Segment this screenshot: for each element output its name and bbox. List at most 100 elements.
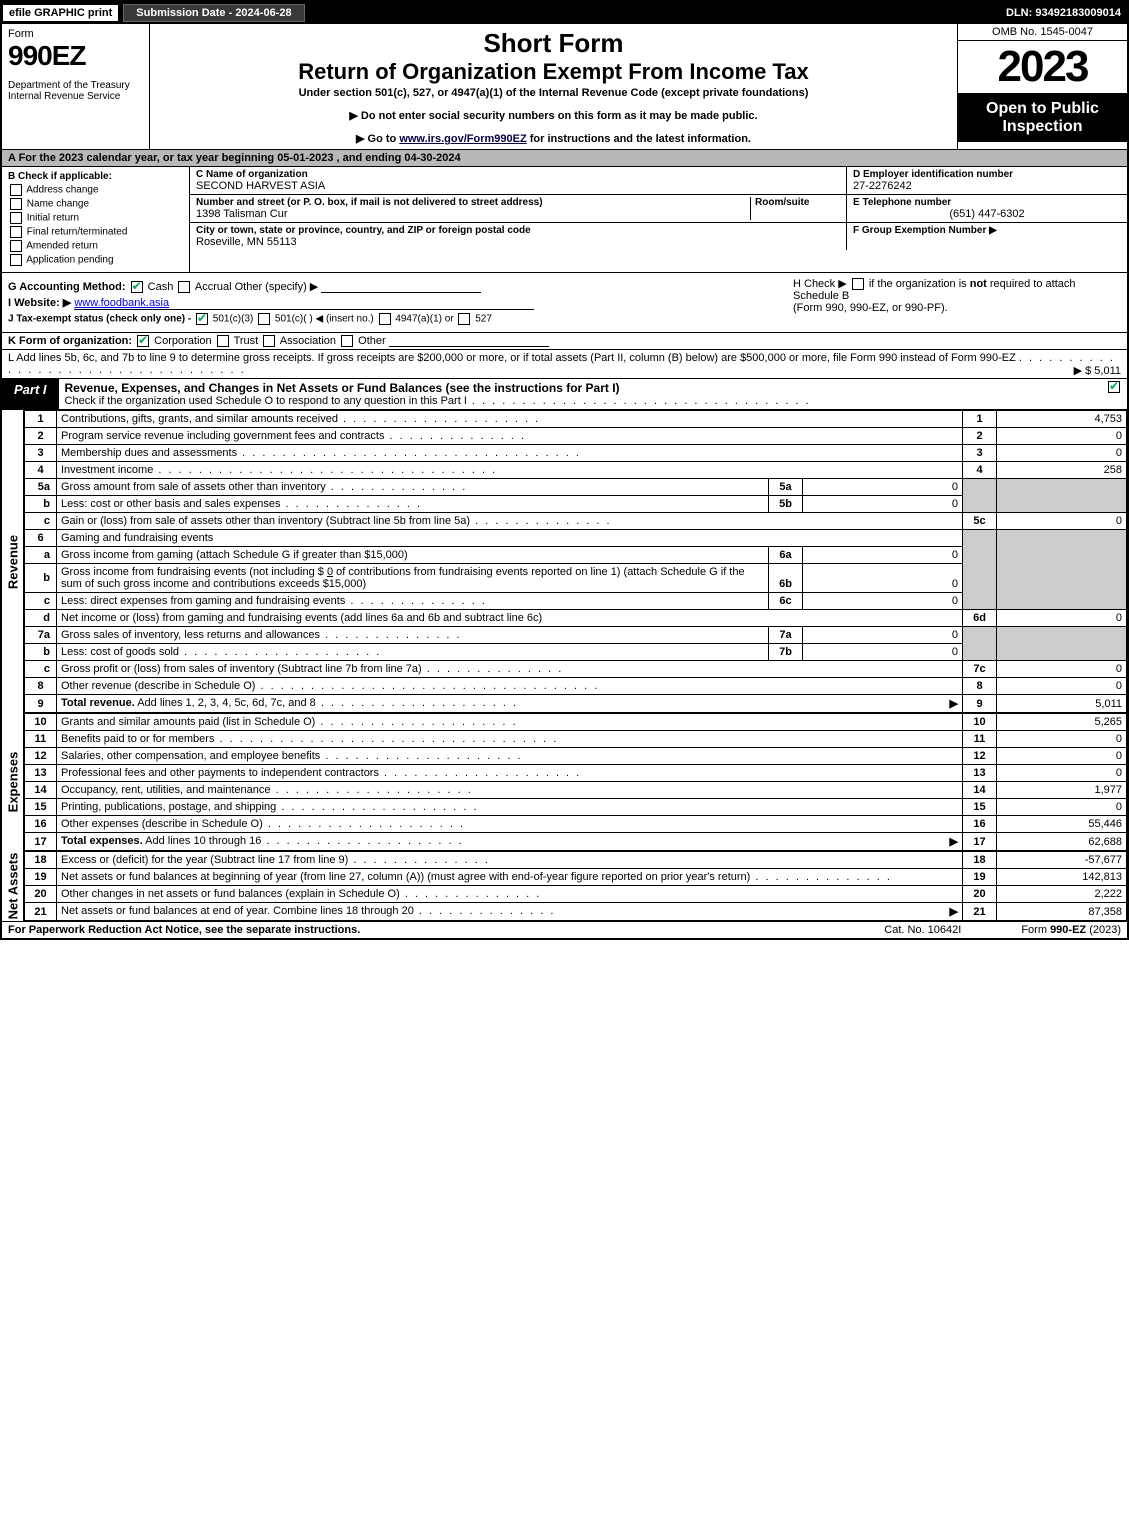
irs-link[interactable]: www.irs.gov/Form990EZ: [399, 133, 526, 145]
chk-corporation[interactable]: [137, 335, 149, 347]
j-501c3: 501(c)(3): [213, 314, 254, 325]
org-city: Roseville, MN 55113: [196, 236, 840, 248]
net-assets-side-label: Net Assets: [2, 851, 24, 921]
expenses-section: Expenses 10Grants and similar amounts pa…: [2, 713, 1127, 851]
chk-final-return[interactable]: Final return/terminated: [8, 226, 183, 238]
expenses-side-label: Expenses: [2, 713, 24, 851]
f-group-cell: F Group Exemption Number ▶: [847, 223, 1127, 238]
j-label: J Tax-exempt status (check only one) -: [8, 314, 191, 325]
chk-trust[interactable]: [217, 335, 229, 347]
row-a-tax-year: A For the 2023 calendar year, or tax yea…: [2, 150, 1127, 167]
line-20: 20Other changes in net assets or fund ba…: [25, 886, 1127, 903]
g-label: G Accounting Method:: [8, 281, 126, 293]
i-label: I Website: ▶: [8, 297, 71, 309]
phone-value: (651) 447-6302: [853, 208, 1121, 220]
part1-title: Revenue, Expenses, and Changes in Net As…: [59, 379, 1101, 409]
block-g-to-j: H Check ▶ if the organization is not req…: [2, 273, 1127, 333]
chk-association[interactable]: [263, 335, 275, 347]
footer-form-ref: Form 990-EZ (2023): [1021, 924, 1121, 936]
c-street-cell: Number and street (or P. O. box, if mail…: [190, 195, 846, 223]
chk-501c[interactable]: [258, 313, 270, 325]
chk-initial-return[interactable]: Initial return: [8, 212, 183, 224]
part1-header: Part I Revenue, Expenses, and Changes in…: [2, 379, 1127, 410]
section-b-checkboxes: B Check if applicable: Address change Na…: [2, 167, 190, 272]
chk-501c3[interactable]: [196, 313, 208, 325]
header-left: Form 990EZ Department of the Treasury In…: [2, 24, 150, 149]
l-text: L Add lines 5b, 6c, and 7b to line 9 to …: [8, 352, 1016, 364]
form-number: 990EZ: [8, 40, 143, 72]
c-city-label: City or town, state or province, country…: [196, 225, 840, 236]
department: Department of the Treasury Internal Reve…: [8, 80, 143, 102]
net-assets-table: 18Excess or (deficit) for the year (Subt…: [24, 851, 1127, 921]
part1-sub: Check if the organization used Schedule …: [65, 395, 467, 407]
form-header: Form 990EZ Department of the Treasury In…: [2, 24, 1127, 150]
net-assets-section: Net Assets 18Excess or (deficit) for the…: [2, 851, 1127, 921]
dln: DLN: 93492183009014: [1006, 7, 1127, 19]
chk-address-change[interactable]: Address change: [8, 184, 183, 196]
chk-527[interactable]: [458, 313, 470, 325]
revenue-section: Revenue 1Contributions, gifts, grants, a…: [2, 410, 1127, 713]
title-short-form: Short Form: [154, 28, 953, 59]
h-text3: (Form 990, 990-EZ, or 990-PF).: [793, 302, 948, 314]
k-corp: Corporation: [154, 335, 211, 347]
revenue-side-label: Revenue: [2, 410, 24, 713]
title-under-section: Under section 501(c), 527, or 4947(a)(1)…: [154, 87, 953, 99]
line-6c: cLess: direct expenses from gaming and f…: [25, 593, 1127, 610]
j-4947: 4947(a)(1) or: [395, 314, 453, 325]
line-5b: bLess: cost or other basis and sales exp…: [25, 496, 1127, 513]
line-6a: aGross income from gaming (attach Schedu…: [25, 547, 1127, 564]
line-14: 14Occupancy, rent, utilities, and mainte…: [25, 782, 1127, 799]
line-11: 11Benefits paid to or for members110: [25, 731, 1127, 748]
footer-cat-no: Cat. No. 10642I: [884, 924, 961, 936]
line-5a: 5aGross amount from sale of assets other…: [25, 479, 1127, 496]
g-cash: Cash: [148, 281, 174, 293]
l-amount: ▶ $ 5,011: [1074, 364, 1121, 377]
j-insert: ◀ (insert no.): [315, 314, 373, 325]
chk-amended-return[interactable]: Amended return: [8, 240, 183, 252]
line-6: 6Gaming and fundraising events: [25, 530, 1127, 547]
header-middle: Short Form Return of Organization Exempt…: [150, 24, 957, 149]
line-13: 13Professional fees and other payments t…: [25, 765, 1127, 782]
line-7b: bLess: cost of goods sold7b0: [25, 644, 1127, 661]
k-other-blank: [389, 335, 549, 347]
line-19: 19Net assets or fund balances at beginni…: [25, 869, 1127, 886]
part1-tab: Part I: [2, 379, 59, 409]
line-2: 2Program service revenue including gover…: [25, 428, 1127, 445]
c-room-label: Room/suite: [755, 197, 840, 208]
g-other: Other (specify) ▶: [235, 281, 319, 293]
omb-number: OMB No. 1545-0047: [958, 24, 1127, 41]
open-to-public: Open to Public Inspection: [958, 94, 1127, 142]
section-cdef: C Name of organization SECOND HARVEST AS…: [190, 167, 1127, 272]
line-18: 18Excess or (deficit) for the year (Subt…: [25, 852, 1127, 869]
c-org-name-cell: C Name of organization SECOND HARVEST AS…: [190, 167, 846, 195]
line-15: 15Printing, publications, postage, and s…: [25, 799, 1127, 816]
page-footer: For Paperwork Reduction Act Notice, see …: [2, 921, 1127, 938]
c-street-label: Number and street (or P. O. box, if mail…: [196, 197, 750, 208]
line-9: 9Total revenue. Add lines 1, 2, 3, 4, 5c…: [25, 695, 1127, 713]
j-527: 527: [475, 314, 492, 325]
part1-schedule-o-chk[interactable]: [1101, 379, 1127, 409]
website-link[interactable]: www.foodbank.asia: [74, 297, 169, 309]
k-other: Other: [358, 335, 386, 347]
chk-accrual[interactable]: [178, 281, 190, 293]
k-trust: Trust: [234, 335, 259, 347]
line-10: 10Grants and similar amounts paid (list …: [25, 714, 1127, 731]
line-17: 17Total expenses. Add lines 10 through 1…: [25, 833, 1127, 851]
block-bO: B Check if applicable: Address change Na…: [2, 167, 1127, 273]
b-label: B Check if applicable:: [8, 171, 183, 182]
chk-other-org[interactable]: [341, 335, 353, 347]
line-5c: cGain or (loss) from sale of assets othe…: [25, 513, 1127, 530]
chk-cash[interactable]: [131, 281, 143, 293]
chk-name-change[interactable]: Name change: [8, 198, 183, 210]
g-accrual: Accrual: [195, 281, 232, 293]
c-name-label: C Name of organization: [196, 169, 840, 180]
line-6b: bGross income from fundraising events (n…: [25, 564, 1127, 593]
chk-application-pending[interactable]: Application pending: [8, 254, 183, 266]
note-goto-post: for instructions and the latest informat…: [527, 133, 751, 145]
expenses-table: 10Grants and similar amounts paid (list …: [24, 713, 1127, 851]
efile-print-button[interactable]: efile GRAPHIC print: [2, 4, 119, 22]
l-gross-receipts: L Add lines 5b, 6c, and 7b to line 9 to …: [2, 350, 1127, 379]
h-checkbox[interactable]: [852, 278, 864, 290]
chk-4947[interactable]: [379, 313, 391, 325]
line-7c: cGross profit or (loss) from sales of in…: [25, 661, 1127, 678]
